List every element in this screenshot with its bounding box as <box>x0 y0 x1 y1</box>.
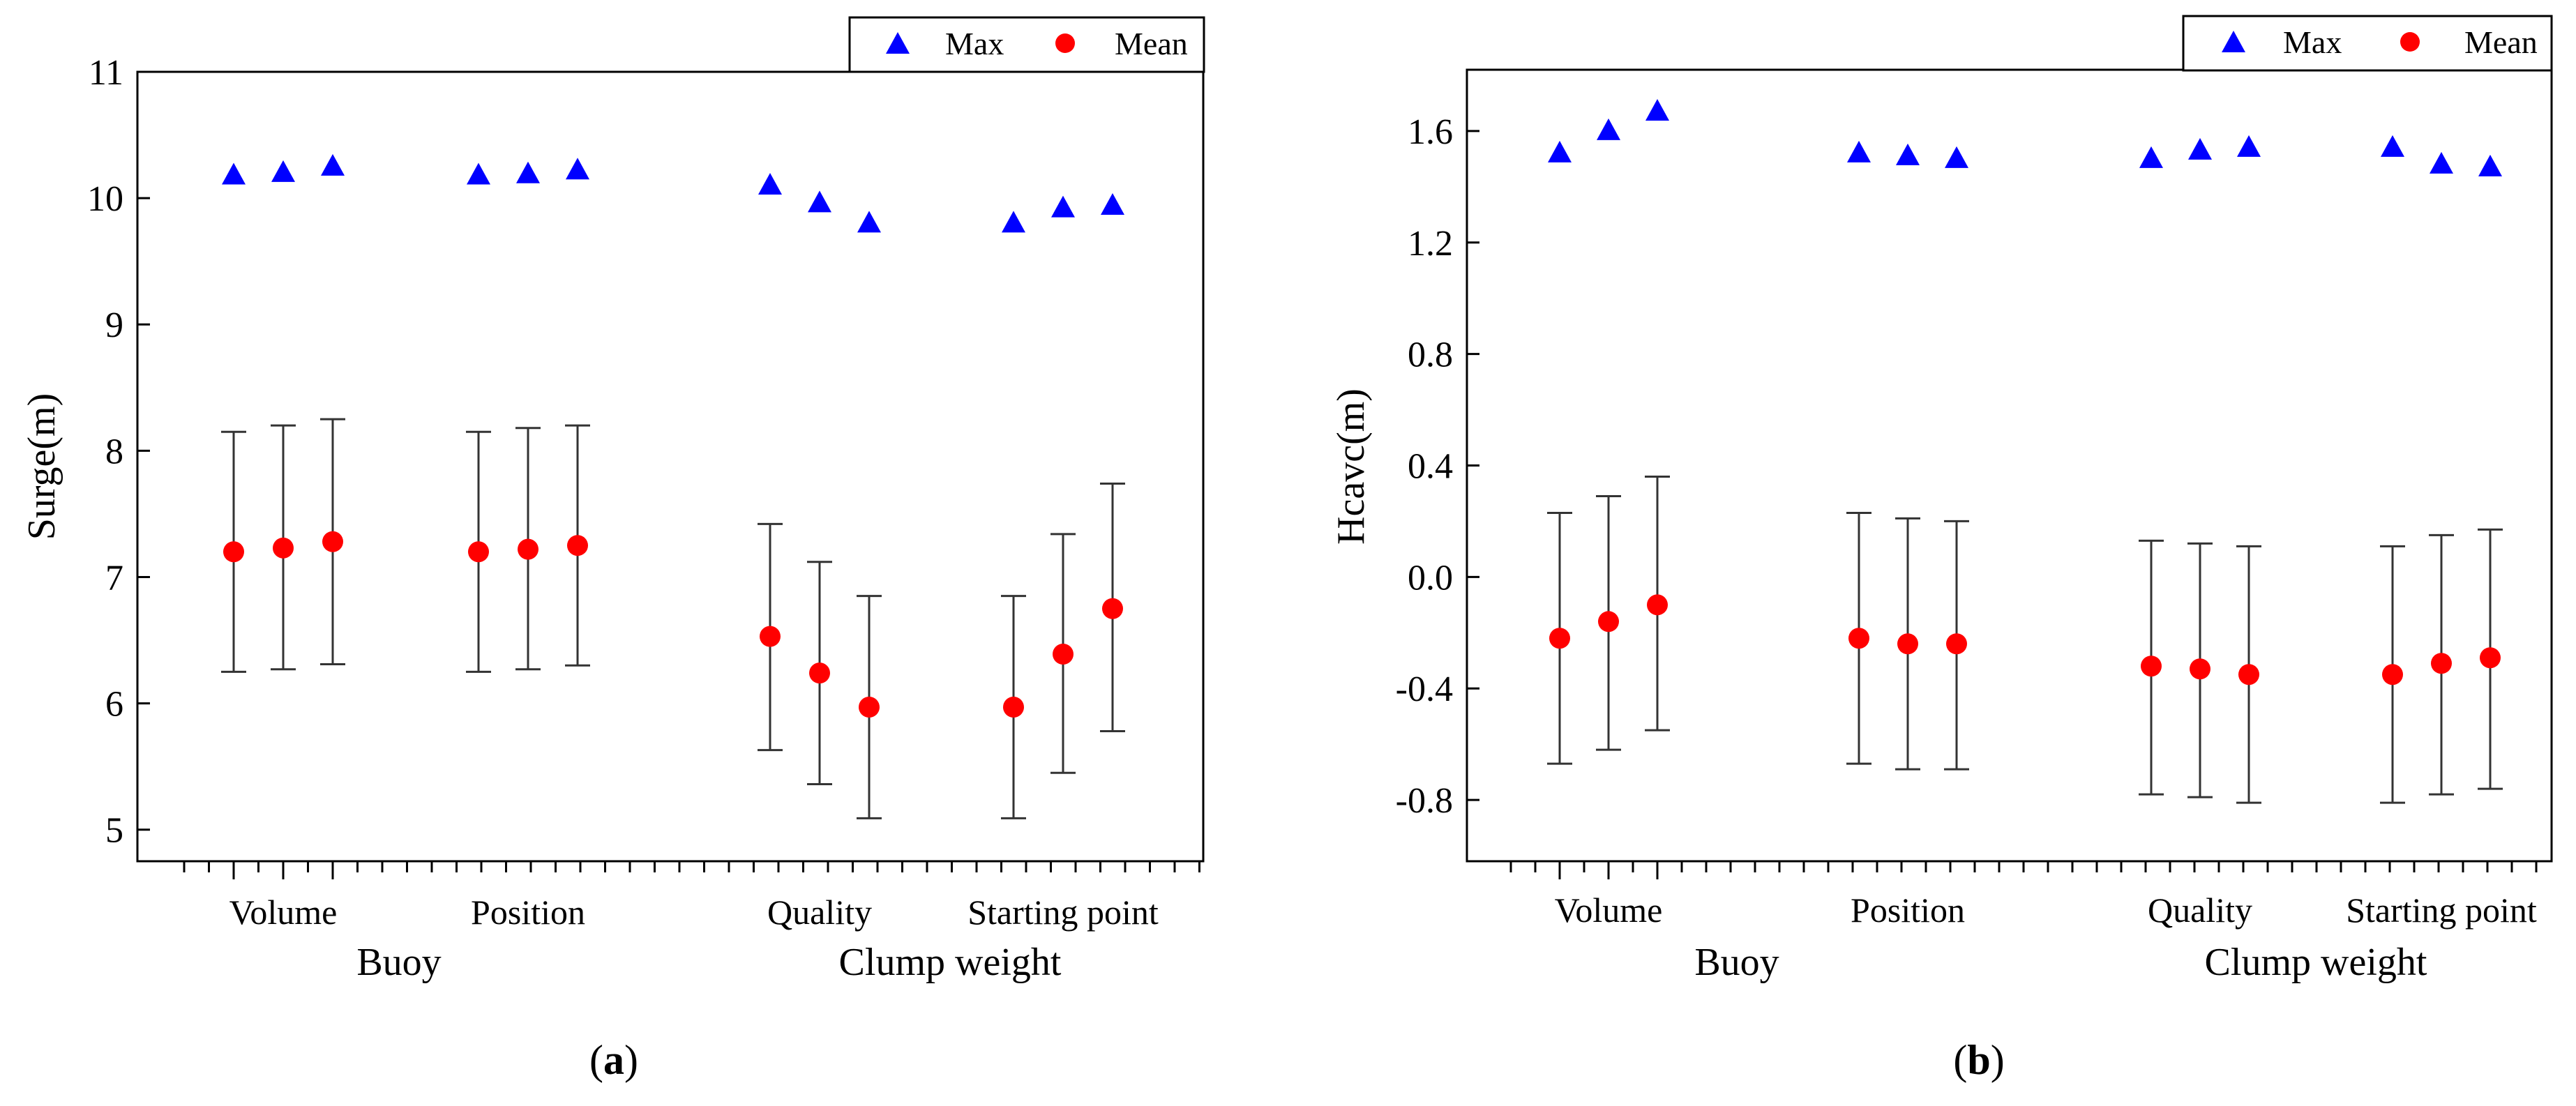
mean-point-a-8 <box>859 697 880 718</box>
mean-point-b-5 <box>1946 633 1967 655</box>
mean-point-a-6 <box>760 626 781 647</box>
max-point-a-4 <box>516 161 540 183</box>
panel-caption-b: (b) <box>1953 1037 2004 1083</box>
mean-point-b-1 <box>1598 611 1619 632</box>
max-point-b-7 <box>2188 137 2212 160</box>
group-label-volume-b: Volume <box>1555 891 1663 930</box>
mean-point-a-5 <box>567 535 588 556</box>
panel-caption-a: (a) <box>589 1037 638 1083</box>
y-tick-label-a-0: 5 <box>105 811 123 851</box>
max-point-a-8 <box>857 211 881 233</box>
y-tick-label-a-1: 6 <box>105 685 123 725</box>
mean-point-b-8 <box>2238 664 2259 685</box>
max-point-a-1 <box>271 160 295 182</box>
legend-box-b <box>2182 15 2553 72</box>
mean-point-b-0 <box>1549 628 1570 649</box>
mean-point-b-3 <box>1848 628 1869 649</box>
y-tick-label-b-0: -0.8 <box>1396 781 1453 821</box>
plot-frame-b <box>1466 68 2553 863</box>
mean-point-a-4 <box>518 538 538 560</box>
max-point-a-6 <box>758 173 782 195</box>
max-point-b-0 <box>1548 140 1572 162</box>
max-point-a-10 <box>1051 195 1075 218</box>
max-point-a-0 <box>222 162 246 185</box>
legend-mean-marker-a <box>1055 33 1075 53</box>
max-point-a-3 <box>467 162 490 185</box>
supergroup-label-buoy-b: Buoy <box>1694 941 1779 984</box>
supergroup-label-clump-weight-b: Clump weight <box>2205 941 2427 984</box>
y-tick-label-a-5: 10 <box>87 179 123 219</box>
mean-point-b-11 <box>2480 647 2501 669</box>
max-point-b-11 <box>2478 154 2502 176</box>
mean-point-a-7 <box>809 662 830 684</box>
group-label-starting-point-b: Starting point <box>2346 891 2537 930</box>
group-label-quality-b: Quality <box>2148 891 2252 930</box>
max-point-b-6 <box>2139 146 2163 168</box>
mean-point-b-9 <box>2382 664 2403 685</box>
group-label-volume-a: Volume <box>229 893 338 932</box>
legend-max-marker-a <box>886 32 910 54</box>
mean-point-a-10 <box>1053 643 1074 665</box>
max-point-b-10 <box>2430 151 2453 174</box>
max-point-a-9 <box>1002 211 1025 233</box>
max-point-b-9 <box>2381 135 2404 157</box>
mean-point-a-2 <box>322 531 343 552</box>
y-tick-label-b-4: 0.8 <box>1408 335 1453 375</box>
max-point-b-8 <box>2237 135 2261 157</box>
y-tick-label-a-3: 8 <box>105 432 123 471</box>
legend-mean-label-b: Mean <box>2464 24 2538 60</box>
legend-max-label-b: Max <box>2283 24 2342 60</box>
max-point-a-7 <box>808 190 831 213</box>
mean-point-a-0 <box>223 541 244 563</box>
max-point-b-2 <box>1645 98 1669 121</box>
legend-max-label-a: Max <box>945 26 1004 61</box>
legend-mean-label-a: Mean <box>1115 26 1188 61</box>
panel-caption-letter-b: b <box>1967 1037 1990 1083</box>
mean-point-a-9 <box>1003 697 1024 718</box>
y-tick-label-b-1: -0.4 <box>1396 669 1453 709</box>
y-tick-label-a-2: 7 <box>105 558 123 598</box>
y-tick-label-a-6: 11 <box>89 53 123 93</box>
mean-point-b-7 <box>2190 658 2210 680</box>
group-label-position-a: Position <box>471 893 585 932</box>
max-point-b-1 <box>1597 118 1620 140</box>
y-axis-label-b: Hcavc(m) <box>1330 388 1373 545</box>
chart-panel-a: 5 6 7 8 9 10 11 Max Mean Surge(m) Volume Posit… <box>20 16 1205 1083</box>
max-point-a-5 <box>566 158 589 180</box>
group-label-starting-point-a: Starting point <box>967 893 1159 932</box>
supergroup-label-buoy-a: Buoy <box>356 941 441 984</box>
max-point-b-3 <box>1847 140 1871 162</box>
y-tick-label-b-6: 1.6 <box>1408 112 1453 152</box>
mean-point-b-2 <box>1647 594 1668 616</box>
chart-panel-b: -0.8 -0.4 0.0 0.4 0.8 1.2 1.6 Max Mean Hcavc(m… <box>1330 15 2553 1083</box>
mean-point-b-6 <box>2141 656 2162 677</box>
mean-point-b-10 <box>2431 653 2452 674</box>
group-label-quality-a: Quality <box>767 893 872 932</box>
max-point-b-4 <box>1896 143 1920 165</box>
max-point-b-5 <box>1945 146 1968 168</box>
legend-mean-marker-b <box>2400 32 2420 52</box>
legend-max-marker-b <box>2222 31 2245 52</box>
legend-box-a <box>848 16 1205 73</box>
max-point-a-2 <box>321 153 345 176</box>
mean-point-b-4 <box>1897 633 1918 655</box>
mean-point-a-1 <box>273 537 294 559</box>
supergroup-label-clump-weight-a: Clump weight <box>839 941 1062 984</box>
y-tick-label-b-5: 1.2 <box>1408 224 1453 264</box>
max-point-a-11 <box>1101 192 1124 215</box>
y-axis-label-a: Surge(m) <box>20 393 63 540</box>
y-tick-label-b-2: 0.0 <box>1408 558 1453 598</box>
group-label-position-b: Position <box>1851 891 1965 930</box>
panel-caption-letter-a: a <box>603 1037 624 1083</box>
plot-frame-a <box>136 70 1205 863</box>
y-tick-label-a-4: 9 <box>105 305 123 345</box>
y-tick-label-b-3: 0.4 <box>1408 447 1453 487</box>
mean-point-a-11 <box>1102 598 1123 619</box>
mean-point-a-3 <box>468 541 489 563</box>
